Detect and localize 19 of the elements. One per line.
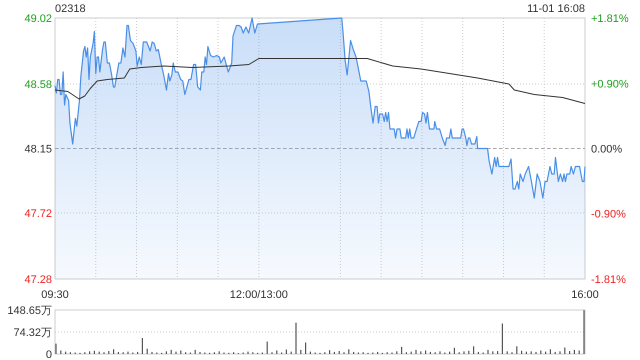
x-tick-label: 12:00/13:00 [230, 289, 288, 301]
x-tick-label: 16:00 [571, 289, 599, 301]
y-tick-label: 0 [46, 349, 52, 360]
y-tick-label: 148.65万 [7, 305, 52, 317]
y2-tick-label: -0.90% [591, 208, 626, 220]
y2-tick-label: 0.00% [591, 144, 622, 156]
chart-title: 02318 [55, 3, 86, 15]
y-tick-label: 74.32万 [13, 327, 52, 339]
line-series [54, 58, 586, 104]
y2-tick-label: +1.81% [591, 13, 629, 25]
text: 11-01 16:08 [527, 3, 585, 15]
y2-tick-label: -1.81% [591, 274, 626, 286]
y-tick-label: 49.02 [24, 13, 52, 25]
y-tick-label: 48.58 [24, 79, 52, 91]
y-tick-label: 47.28 [24, 274, 52, 286]
y-tick-label: 48.15 [24, 144, 52, 156]
x-tick-label: 09:30 [41, 289, 69, 301]
y2-tick-label: +0.90% [591, 78, 629, 91]
y-tick-label: 47.72 [24, 208, 52, 220]
